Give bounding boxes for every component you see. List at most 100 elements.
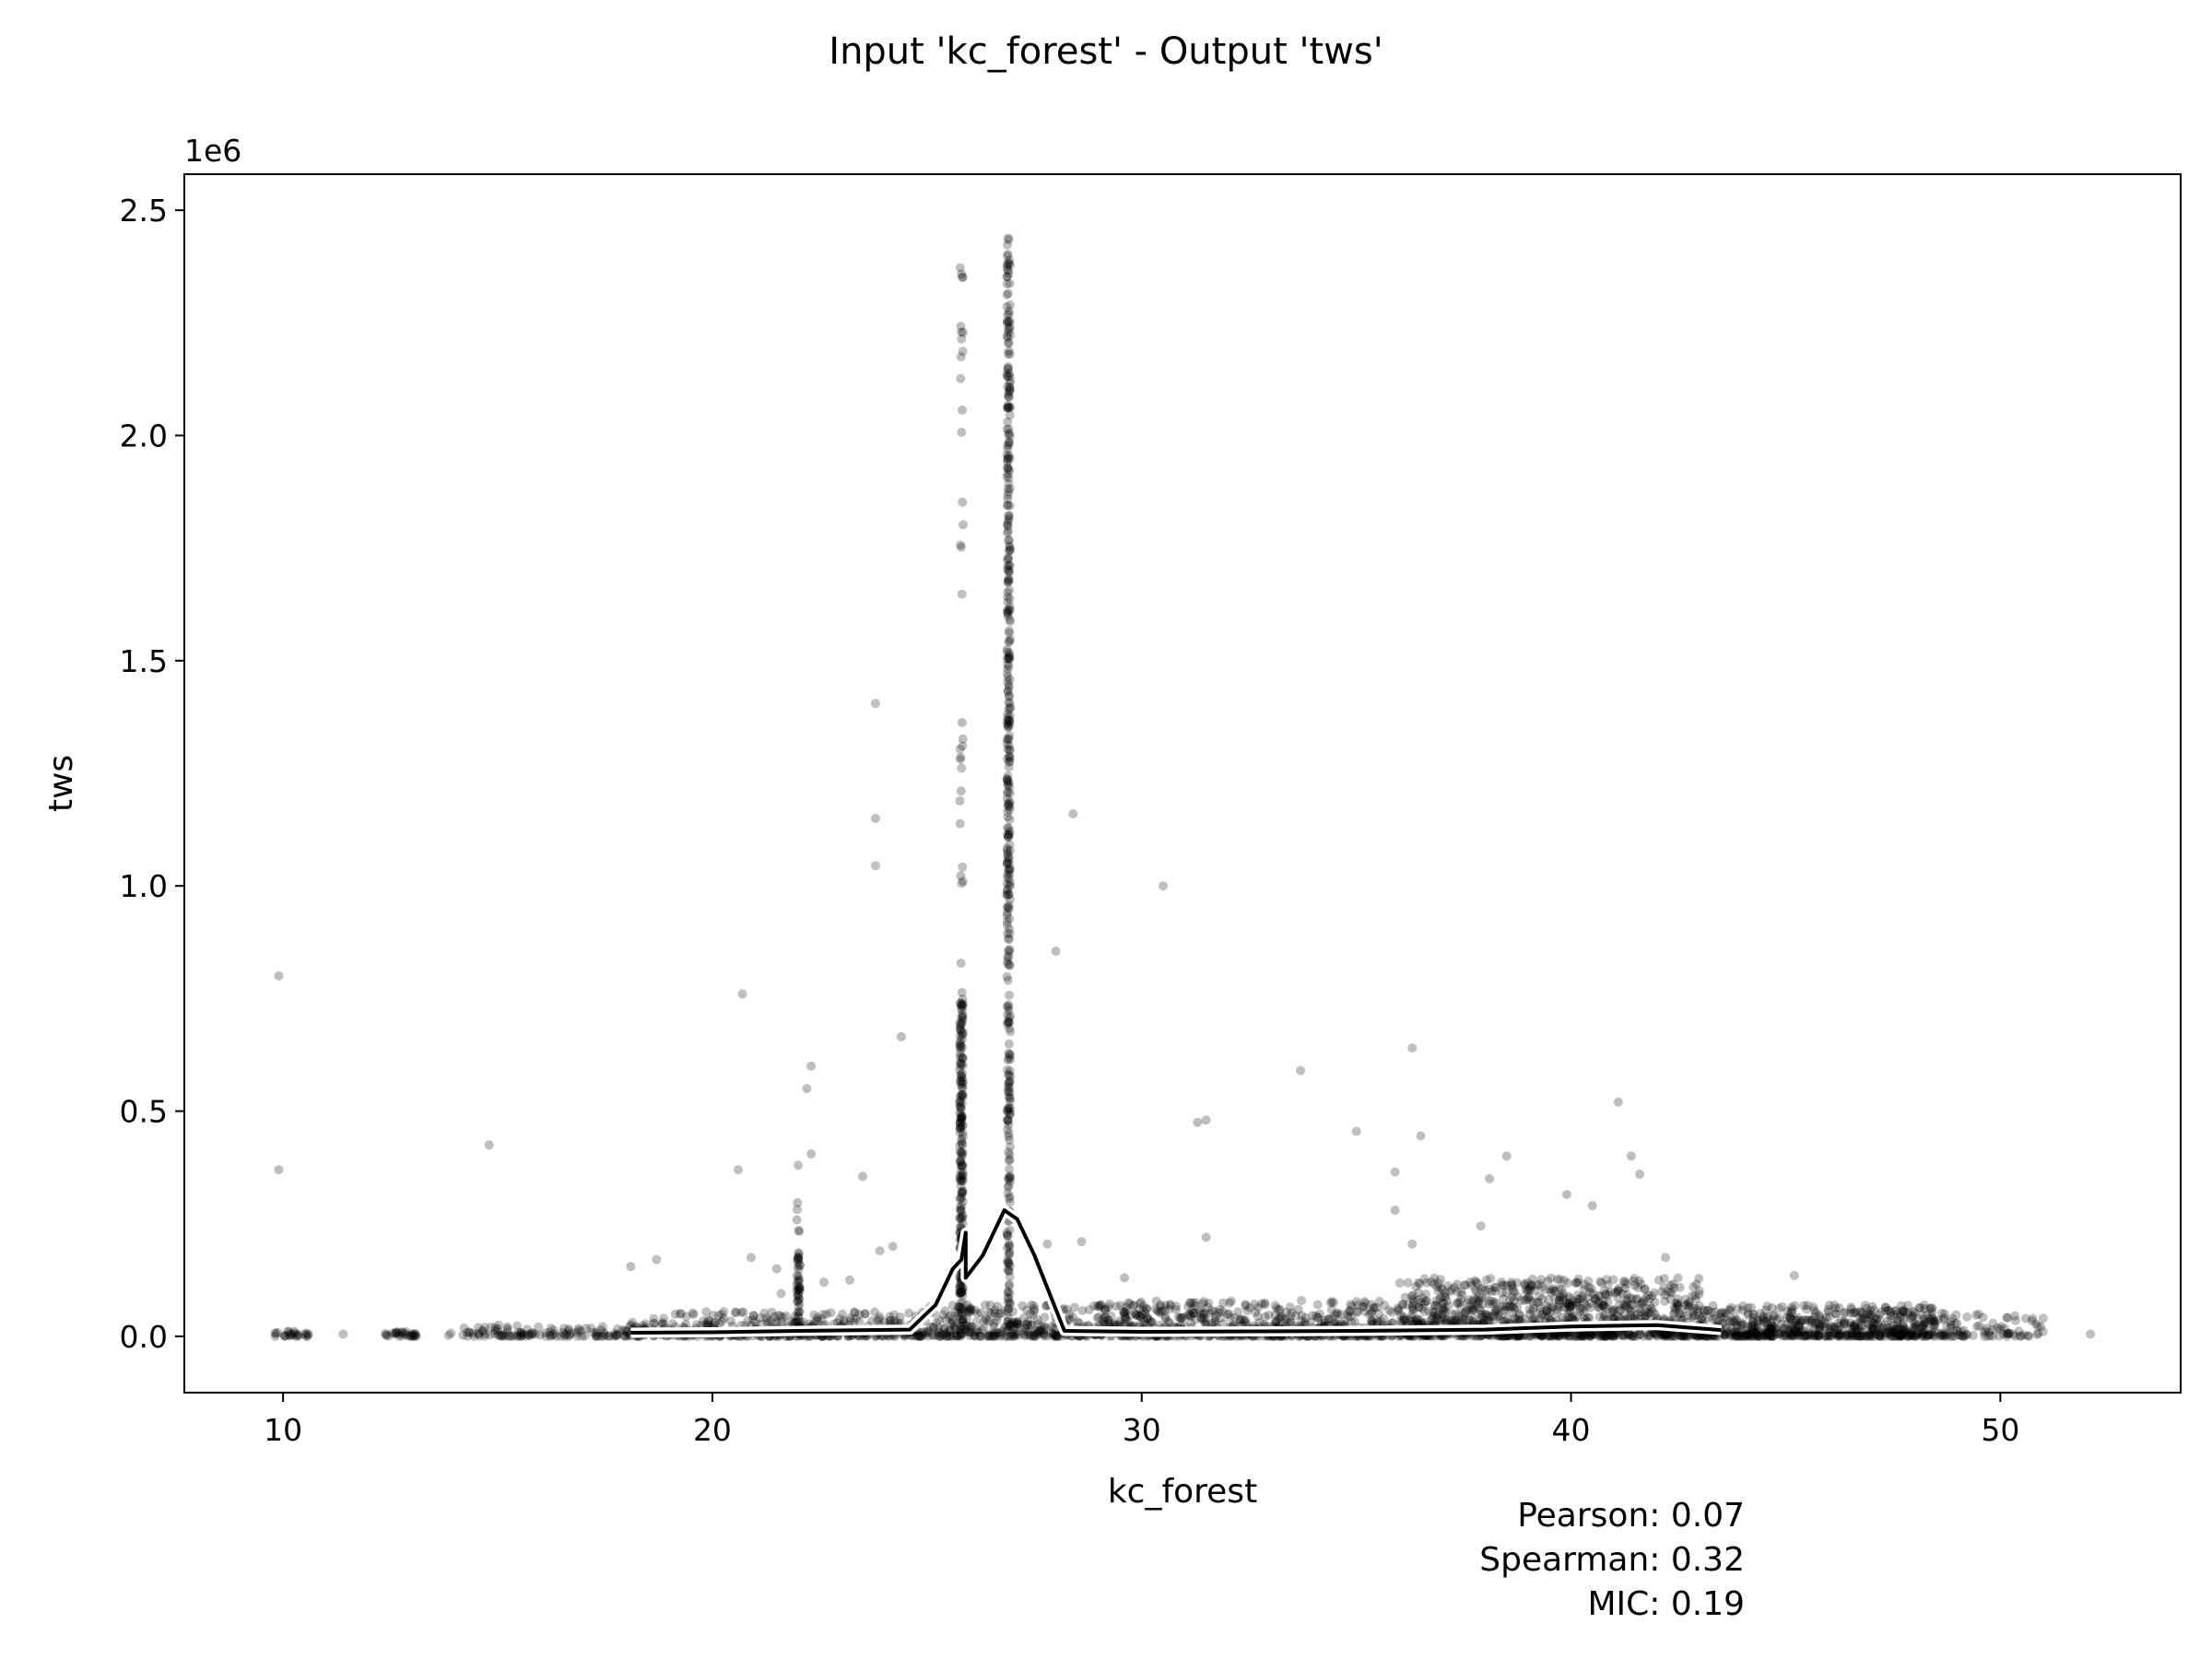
data-point [1003, 592, 1013, 602]
data-point [1084, 1305, 1094, 1315]
data-point [1138, 1312, 1148, 1323]
data-point [1450, 1283, 1460, 1292]
data-point [1371, 1315, 1382, 1325]
data-point [713, 1311, 724, 1321]
data-point [1004, 855, 1014, 865]
data-point [458, 1330, 468, 1340]
data-point-outlier [338, 1329, 348, 1339]
data-point [1469, 1304, 1479, 1314]
data-point [1455, 1298, 1465, 1308]
data-point [1004, 235, 1014, 244]
data-point [1140, 1308, 1150, 1318]
data-point [942, 1331, 951, 1341]
data-point [964, 1327, 974, 1337]
data-point [1464, 1295, 1474, 1305]
data-point [1575, 1303, 1585, 1313]
data-point [1204, 1299, 1214, 1308]
data-point [1026, 1320, 1036, 1330]
data-point [1026, 1330, 1035, 1340]
data-point [492, 1326, 502, 1336]
data-point [1350, 1317, 1359, 1327]
data-point [1359, 1307, 1370, 1316]
y-axis-label: tws [42, 755, 80, 812]
data-point [1646, 1303, 1656, 1313]
y-tick-label: 2.5 [120, 193, 168, 229]
data-point [1600, 1331, 1610, 1341]
data-point [1347, 1301, 1357, 1312]
data-point [958, 1131, 968, 1141]
data-point [1588, 1329, 1598, 1339]
data-point [1561, 1330, 1571, 1340]
data-point [1522, 1295, 1532, 1304]
data-point [1687, 1312, 1697, 1322]
data-point [1142, 1313, 1152, 1323]
data-point [895, 1312, 905, 1322]
data-point [1367, 1315, 1377, 1325]
y-tick-label: 2.0 [120, 418, 168, 453]
data-point [1138, 1305, 1148, 1315]
data-point [996, 1308, 1006, 1318]
data-point [546, 1331, 556, 1341]
data-point [512, 1321, 523, 1331]
data-point [465, 1327, 475, 1337]
data-point [1471, 1300, 1481, 1310]
data-point [1456, 1294, 1465, 1304]
data-point [688, 1310, 699, 1320]
data-point [1403, 1277, 1413, 1288]
data-point [1683, 1311, 1693, 1321]
data-point [2036, 1322, 2046, 1332]
data-point [1668, 1279, 1678, 1288]
data-point [1415, 1278, 1425, 1288]
data-point [1665, 1331, 1676, 1341]
data-point [618, 1325, 628, 1335]
data-point [1112, 1301, 1122, 1312]
data-point [1563, 1299, 1573, 1309]
data-point-outlier [845, 1275, 854, 1285]
data-point [1608, 1331, 1618, 1341]
data-point [397, 1327, 407, 1337]
data-point [793, 1258, 803, 1267]
data-point [942, 1327, 952, 1337]
data-point [608, 1331, 618, 1341]
data-point [621, 1325, 631, 1335]
data-point-outlier [1407, 1239, 1418, 1249]
data-point [392, 1327, 402, 1337]
data-point [1026, 1309, 1035, 1319]
data-point [592, 1331, 602, 1341]
data-point [919, 1327, 929, 1336]
data-point [301, 1328, 312, 1338]
data-point [1554, 1295, 1564, 1305]
data-point [1005, 1164, 1015, 1174]
data-point [1004, 1258, 1014, 1268]
data-point [748, 1311, 759, 1321]
data-point [716, 1310, 726, 1319]
data-point [517, 1330, 527, 1340]
data-point [1352, 1300, 1362, 1311]
data-point [1578, 1293, 1588, 1303]
data-point [979, 1323, 989, 1333]
data-point-outlier [1042, 1239, 1053, 1249]
data-point [485, 1330, 495, 1340]
data-point [936, 1331, 947, 1341]
data-point [945, 1326, 955, 1336]
data-point [1005, 757, 1015, 767]
data-point [1628, 1300, 1638, 1310]
data-point [717, 1316, 727, 1326]
data-point [1015, 1320, 1025, 1330]
data-point [1139, 1317, 1149, 1327]
data-point-outlier [1561, 1190, 1571, 1199]
data-point [1520, 1314, 1530, 1324]
y-tick-label: 1.0 [120, 868, 168, 904]
data-point [503, 1331, 513, 1341]
data-point [1142, 1304, 1152, 1314]
data-point [934, 1331, 944, 1341]
data-point [1600, 1311, 1610, 1321]
data-point [1627, 1308, 1636, 1318]
data-point [966, 1306, 976, 1316]
data-point [1586, 1284, 1596, 1294]
data-point [956, 786, 966, 796]
data-point [541, 1331, 551, 1341]
data-point [1407, 1310, 1418, 1319]
data-point-outlier [2038, 1313, 2048, 1324]
data-point [794, 1225, 804, 1235]
